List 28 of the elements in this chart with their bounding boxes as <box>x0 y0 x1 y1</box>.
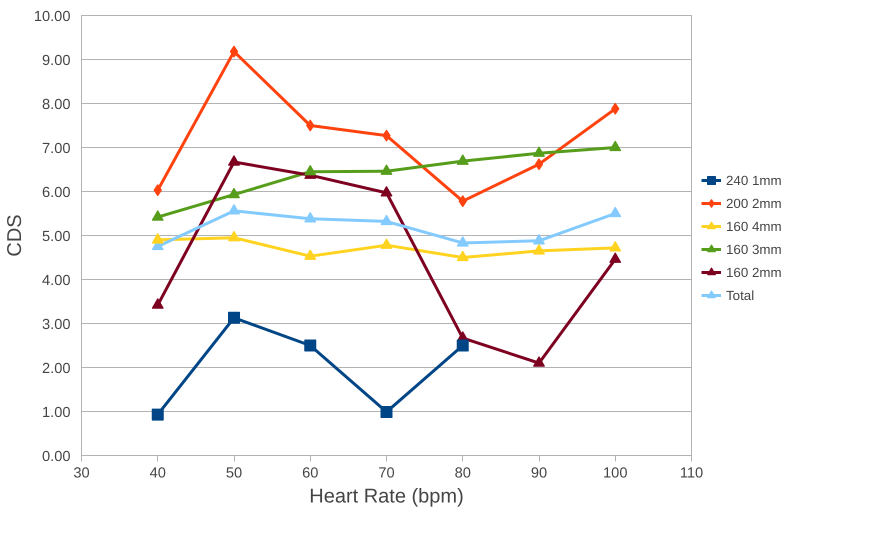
x-tick-label: 50 <box>226 466 242 482</box>
y-tick-label: 5.00 <box>42 229 71 245</box>
y-tick-label: 4.00 <box>42 273 71 289</box>
legend-label: 160 2mm <box>726 264 782 280</box>
x-tick-label: 60 <box>302 466 318 482</box>
y-tick-label: 6.00 <box>42 185 71 201</box>
y-tick-label: 8.00 <box>42 97 71 113</box>
x-tick-label: 40 <box>150 466 166 482</box>
y-tick-label: 10.00 <box>34 9 71 25</box>
legend-label: Total <box>726 288 754 302</box>
x-tick-label: 70 <box>378 466 395 482</box>
x-tick-label: 90 <box>530 466 548 482</box>
y-tick-label: 7.00 <box>42 141 71 157</box>
y-tick-label: 3.00 <box>42 317 71 333</box>
x-tick-label: 80 <box>454 466 471 482</box>
y-tick-label: 1.00 <box>42 405 71 421</box>
y-tick-label: 0.00 <box>42 449 71 465</box>
legend-label: 240 1mm <box>726 172 782 188</box>
y-tick-label: 2.00 <box>42 361 71 377</box>
x-tick-label: 30 <box>73 466 90 482</box>
y-tick-label: 9.00 <box>42 53 71 69</box>
legend-label: 160 4mm <box>726 218 782 234</box>
y-axis-title: CDS <box>4 214 26 257</box>
x-axis-title: Heart Rate (bpm) <box>309 486 464 508</box>
legend-label: 200 2mm <box>726 196 782 210</box>
x-tick-label: 110 <box>680 466 704 482</box>
legend-label: 160 3mm <box>726 242 782 256</box>
x-tick-label: 100 <box>603 466 628 482</box>
